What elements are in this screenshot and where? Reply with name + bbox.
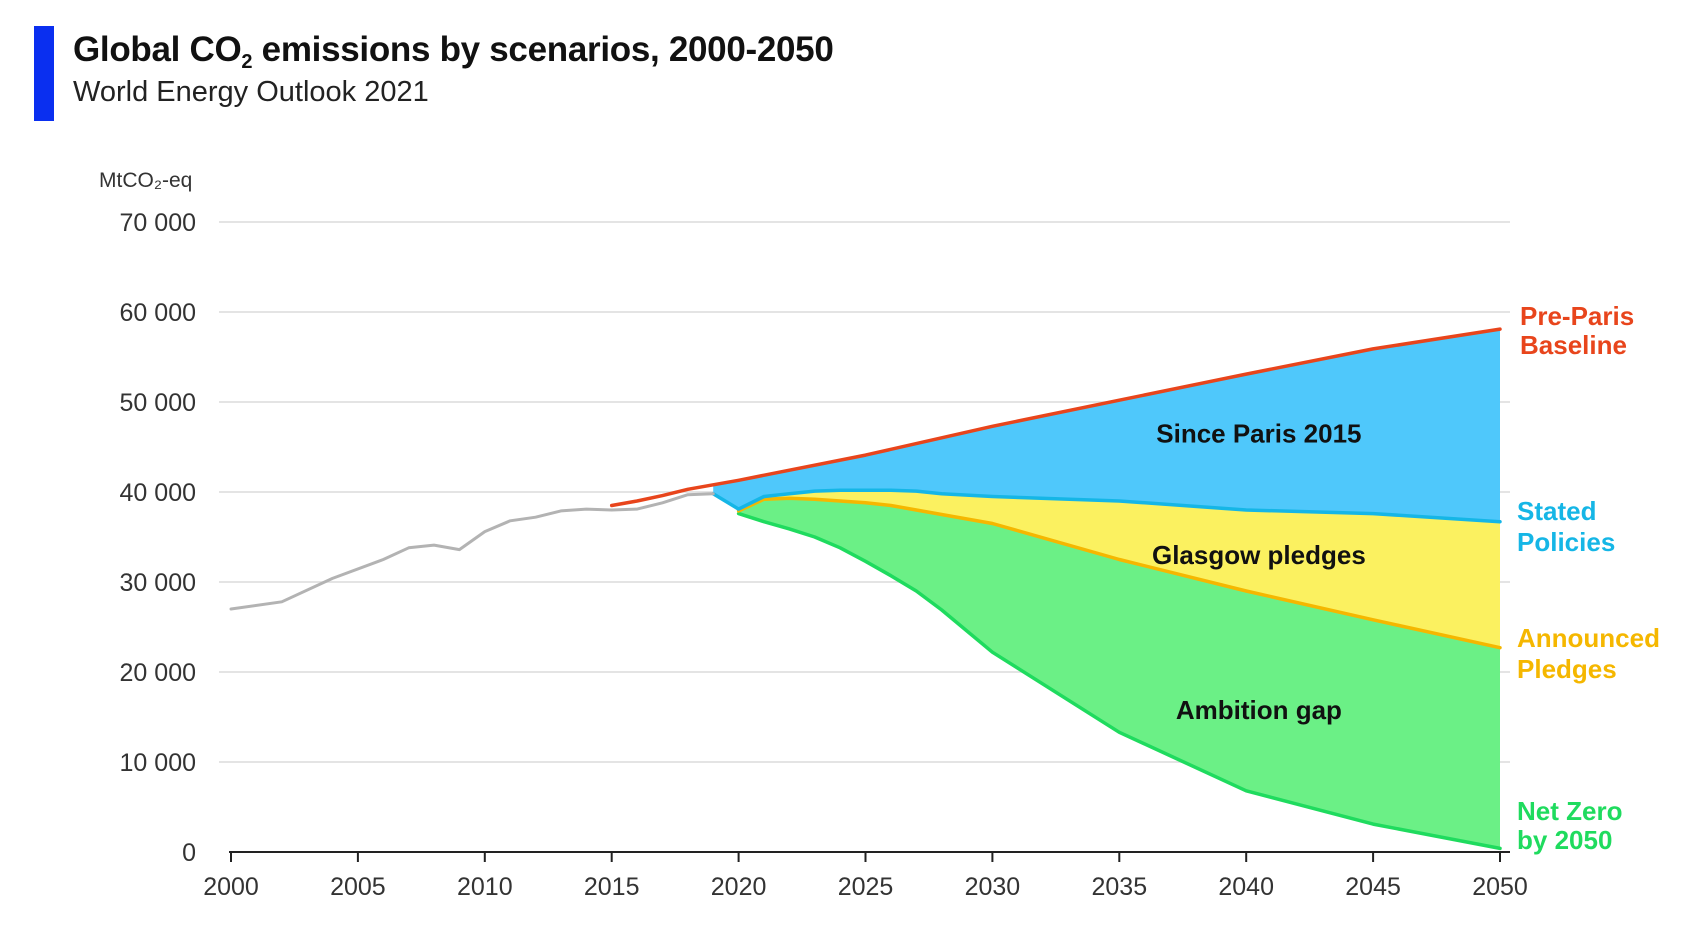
x-tick-label: 2025 [838, 873, 894, 901]
chart-labels: Since Paris 2015 Glasgow pledges Ambition … [1152, 301, 1660, 855]
series-label-net-zero-by-2050: by 2050 [1517, 825, 1612, 855]
series-label-announced-pledges: Pledges [1517, 654, 1617, 684]
y-tick-label: 20 000 [120, 659, 196, 687]
series-line-announced-pledges [736, 496, 1502, 650]
region-ambition-gap [738, 498, 1500, 849]
scenario-lines [229, 327, 1502, 851]
series-label-pre-paris-baseline: Pre-Paris [1520, 301, 1634, 331]
x-tick-label: 2030 [965, 873, 1021, 901]
region-label-since-paris-2015: Since Paris 2015 [1156, 419, 1361, 449]
chart-subtitle: World Energy Outlook 2021 [73, 76, 429, 108]
x-tick-label: 2040 [1218, 873, 1274, 901]
x-tick-label: 2020 [711, 873, 767, 901]
x-tick-label: 2000 [203, 873, 259, 901]
title-prefix: Global CO [73, 30, 242, 69]
scenario-areas [713, 329, 1500, 849]
y-tick-label: 50 000 [120, 389, 196, 417]
x-tick-label: 2005 [330, 873, 386, 901]
y-tick-label: 60 000 [120, 299, 196, 327]
series-label-stated-policies: Policies [1517, 527, 1615, 557]
x-tick-label: 2050 [1472, 873, 1528, 901]
y-tick-label: 40 000 [120, 479, 196, 507]
region-label-glasgow-pledges: Glasgow pledges [1152, 540, 1366, 570]
x-tick-label: 2010 [457, 873, 513, 901]
series-line-stated-policies [711, 488, 1502, 524]
series-label-stated-policies: Stated [1517, 496, 1596, 526]
chart-title: Global CO2 emissions by scenarios, 2000-… [73, 30, 834, 74]
series-line-pre-paris-baseline [609, 327, 1502, 508]
y-tick-label: 70 000 [120, 209, 196, 237]
y-tick-label: 10 000 [120, 749, 196, 777]
x-tick-label: 2035 [1091, 873, 1147, 901]
y-tick-label: 30 000 [120, 569, 196, 597]
series-label-announced-pledges: Announced [1517, 623, 1660, 653]
series-line-net-zero-by-2050 [736, 511, 1502, 851]
title-subscript: 2 [241, 51, 253, 73]
region-since-paris-2015 [713, 329, 1500, 522]
y-tick-label: 0 [182, 839, 196, 867]
axes: 0 10 000 20 000 30 000 40 000 50 000 60 000 70 … [99, 169, 1528, 901]
title-suffix: emissions by scenarios, 2000-2050 [252, 30, 834, 69]
series-label-net-zero-by-2050: Net Zero [1517, 796, 1622, 826]
region-glasgow-pledges [738, 490, 1500, 648]
x-tick-label: 2015 [584, 873, 640, 901]
accent-bar [34, 26, 54, 121]
series-label-pre-paris-baseline: Baseline [1520, 330, 1627, 360]
y-axis-unit-label: MtCO₂-eq [99, 169, 192, 192]
region-label-ambition-gap: Ambition gap [1176, 695, 1342, 725]
x-tick-label: 2045 [1345, 873, 1401, 901]
series-line-historical [229, 492, 715, 611]
